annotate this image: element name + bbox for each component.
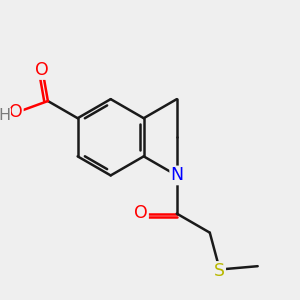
Text: N: N [170,167,183,184]
Text: S: S [214,262,225,280]
Text: O: O [9,103,23,121]
Text: O: O [34,61,48,79]
Text: O: O [134,204,148,222]
Text: H: H [0,108,11,123]
